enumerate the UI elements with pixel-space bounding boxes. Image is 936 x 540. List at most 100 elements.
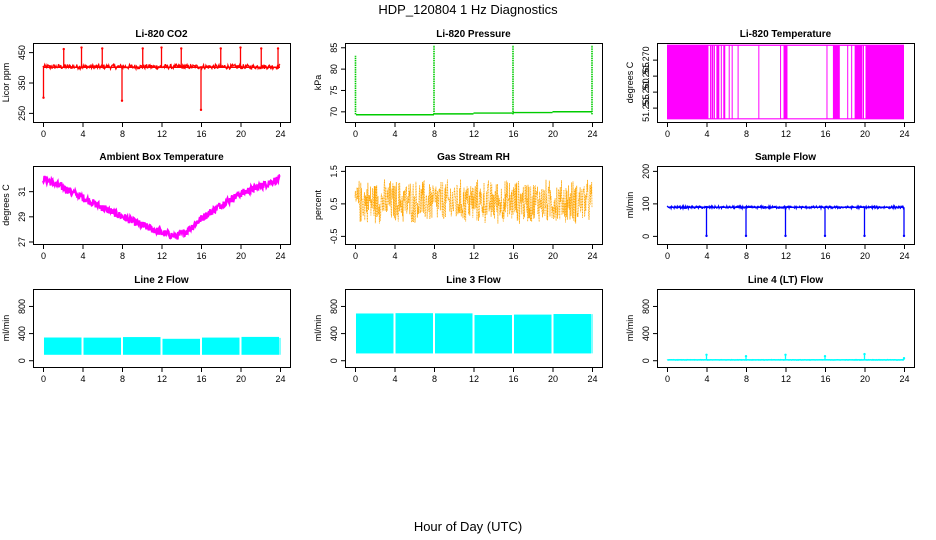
data-series — [667, 44, 904, 120]
panel-7: Line 2 Flow ml/min 0 4 8 12 16 20 24 0 400 800 — [1, 275, 291, 384]
data-series — [354, 45, 593, 116]
x-tick-label: 24 — [587, 374, 597, 384]
y-axis-label: degrees C — [1, 184, 11, 226]
x-tick-label: 12 — [157, 129, 167, 139]
figure-title: HDP_120804 1 Hz Diagnostics — [378, 2, 558, 17]
x-tick-label: 20 — [236, 129, 246, 139]
x-tick-label: 8 — [744, 374, 749, 384]
y-tick-label: 80 — [329, 64, 339, 74]
y-tick-label: 0.5 — [329, 198, 339, 211]
flow-block-6 — [553, 314, 591, 354]
x-tick-label: 8 — [120, 129, 125, 139]
y-tick-label: 70 — [329, 107, 339, 117]
flow-block-4 — [474, 315, 512, 354]
spike-point-4 — [823, 354, 827, 358]
toggle-block-1 — [667, 45, 709, 119]
spike-point-5 — [863, 352, 866, 356]
x-tick-label: 12 — [781, 129, 791, 139]
y-tick-label: 200 — [641, 164, 651, 179]
spike-point-9 — [199, 108, 203, 112]
x-tick-label: 4 — [392, 374, 397, 384]
x-tick-label: 8 — [432, 129, 437, 139]
y-tick-label: 350 — [17, 75, 27, 90]
x-tick-label: 0 — [353, 129, 358, 139]
y-tick-label: 1.5 — [329, 165, 339, 178]
x-tick-label: 24 — [275, 129, 285, 139]
plot-frame — [345, 43, 603, 123]
y-axis-label: ml/min — [313, 315, 323, 342]
x-tick-label: 12 — [157, 251, 167, 261]
spike-point-8 — [180, 47, 183, 50]
x-tick-label: 20 — [236, 251, 246, 261]
y-tick-label: 85 — [329, 43, 339, 53]
panel-3: Li-820 Temperature degrees C 0 4 8 12 16 20 24 51… — [625, 29, 915, 139]
x-tick-label: 4 — [392, 129, 397, 139]
x-tick-label: 4 — [392, 251, 397, 261]
x-tick-label: 20 — [548, 251, 558, 261]
data-series — [41, 174, 281, 240]
panel-4: Ambient Box Temperature degrees C 0 4 8 12 16 2… — [1, 152, 291, 261]
panel-8: Line 3 Flow ml/min 0 4 8 12 16 20 24 0 400 800 — [313, 275, 603, 384]
data-series — [666, 352, 906, 362]
x-tick-label: 12 — [781, 374, 791, 384]
figure-xlabel: Hour of Day (UTC) — [414, 519, 522, 534]
x-tick-label: 8 — [120, 251, 125, 261]
x-tick-label: 0 — [353, 251, 358, 261]
x-tick-label: 24 — [587, 129, 597, 139]
x-tick-label: 20 — [860, 129, 870, 139]
y-tick-label: -0.5 — [329, 229, 339, 245]
y-axis-label: percent — [313, 189, 323, 220]
flow-block-4 — [162, 338, 200, 355]
x-tick-label: 0 — [665, 374, 670, 384]
spike-point-13 — [276, 47, 280, 50]
x-tick-label: 24 — [899, 374, 909, 384]
y-tick-label: 800 — [641, 299, 651, 314]
data-series — [42, 46, 281, 112]
flow-block-2 — [83, 337, 121, 355]
x-tick-label: 0 — [41, 374, 46, 384]
spike-point-4 — [823, 234, 827, 238]
x-tick-label: 20 — [236, 374, 246, 384]
x-tick-label: 8 — [120, 374, 125, 384]
spike-point-2 — [744, 234, 748, 238]
x-tick-label: 16 — [508, 129, 518, 139]
x-tick-label: 16 — [508, 251, 518, 261]
toggle-block-8 — [865, 45, 904, 119]
y-axis-label: ml/min — [625, 315, 635, 342]
toggle-block-4 — [723, 45, 726, 119]
spike-point-7 — [160, 46, 163, 49]
panel-9: Line 4 (LT) Flow ml/min 0 4 8 12 16 20 24 0 400 800 — [625, 275, 915, 384]
x-tick-label: 4 — [80, 251, 85, 261]
panel-5: Gas Stream RH percent 0 4 8 12 16 20 24 -0.5 0.5 1.… — [313, 152, 603, 261]
y-tick-label: 51.260 — [641, 78, 651, 106]
x-tick-label: 16 — [196, 251, 206, 261]
spike-point-6 — [902, 356, 906, 360]
x-tick-label: 24 — [899, 251, 909, 261]
spike-point-10 — [219, 47, 222, 50]
x-tick-label: 24 — [275, 374, 285, 384]
x-tick-label: 12 — [469, 251, 479, 261]
x-tick-label: 16 — [820, 251, 830, 261]
spike-point-1 — [705, 234, 708, 238]
x-tick-label: 0 — [665, 129, 670, 139]
panel-2: Li-820 Pressure kPa 0 4 8 12 16 20 24 70 75 80 85 — [313, 29, 603, 139]
x-tick-label: 8 — [744, 251, 749, 261]
x-tick-label: 20 — [860, 374, 870, 384]
panel-6: Sample Flow ml/min 0 4 8 12 16 20 24 0 100 200 — [625, 152, 915, 261]
y-tick-label: 0 — [641, 358, 651, 363]
y-tick-label: 450 — [17, 45, 27, 60]
plot-frame — [33, 289, 291, 368]
toggle-block-7 — [854, 45, 863, 119]
y-axis-label: degrees C — [625, 61, 635, 103]
x-tick-label: 16 — [508, 374, 518, 384]
y-tick-label: 51.270 — [641, 46, 651, 74]
x-tick-label: 12 — [781, 251, 791, 261]
flow-block-5 — [514, 314, 552, 354]
panel-title: Ambient Box Temperature — [99, 152, 224, 163]
y-axis-label: ml/min — [625, 192, 635, 219]
spike-point-1 — [42, 96, 45, 99]
x-tick-label: 4 — [704, 251, 709, 261]
y-tick-label: 0 — [641, 234, 651, 239]
y-tick-label: 75 — [329, 85, 339, 95]
toggle-block-5 — [783, 45, 788, 119]
